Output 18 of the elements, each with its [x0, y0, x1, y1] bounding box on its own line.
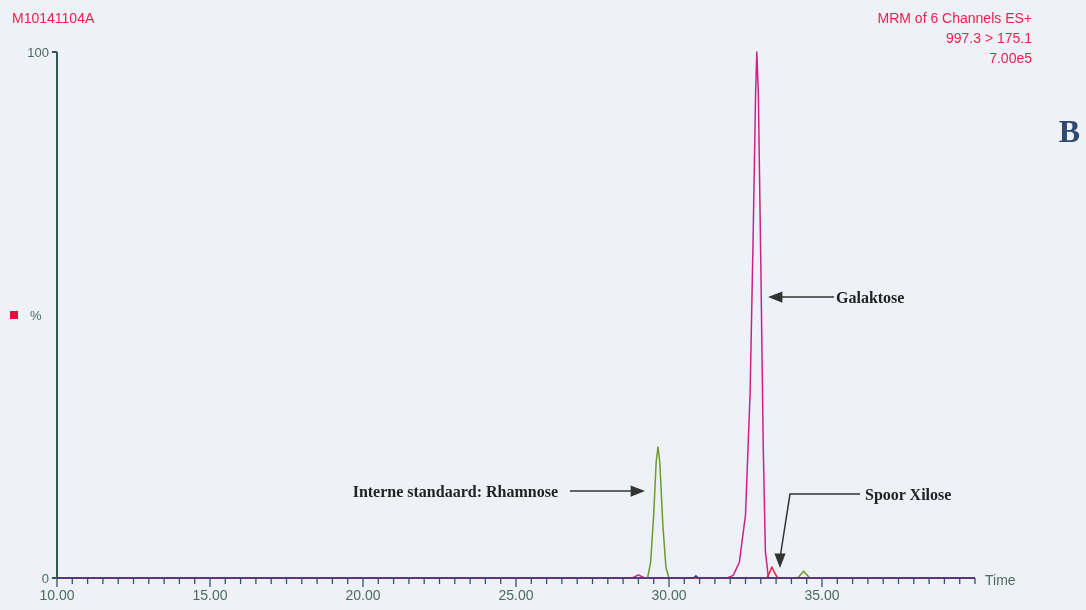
y-tick-label: 100	[27, 44, 49, 60]
y-axis-title: %	[30, 307, 42, 323]
x-tick-label: 15.00	[192, 587, 228, 603]
x-tick-label: 35.00	[804, 587, 840, 603]
annotation: Galaktose	[836, 288, 905, 306]
annotation: Interne standaard: Rhamnose	[352, 482, 558, 500]
x-tick-label: 10.00	[39, 587, 75, 603]
x-tick-label: 20.00	[345, 587, 381, 603]
text: MRM of 6 Channels ES+	[877, 10, 1032, 26]
y-tick-label: 0	[41, 570, 49, 586]
text: 7.00e5	[989, 50, 1033, 66]
text: 997.3 > 175.1	[945, 30, 1033, 46]
chart-title: M10141104A	[12, 10, 95, 26]
x-tick-label: 25.00	[498, 587, 534, 603]
x-tick-label: 30.00	[651, 587, 687, 603]
text: B	[1058, 113, 1080, 149]
annotation: Spoor Xilose	[865, 485, 952, 504]
x-axis-title: Time	[985, 572, 1016, 588]
